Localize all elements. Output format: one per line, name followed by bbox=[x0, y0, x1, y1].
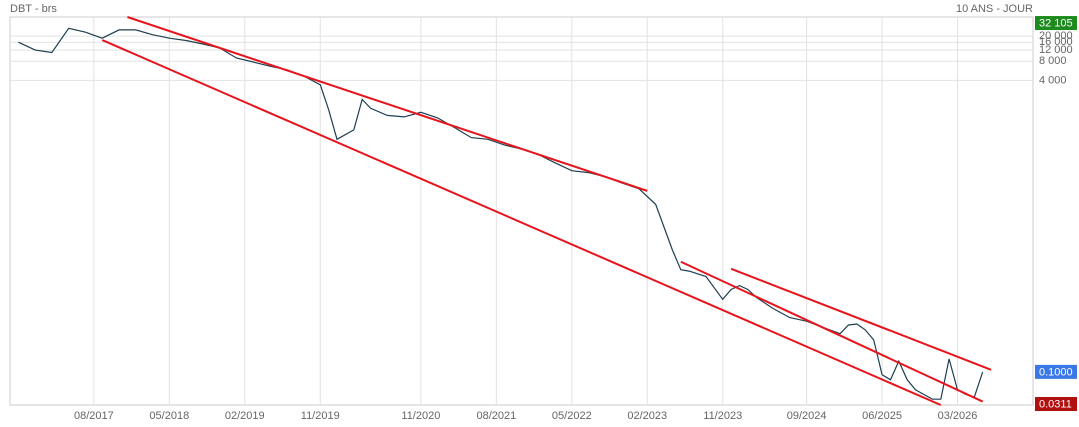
price-badge bbox=[1035, 397, 1077, 412]
x-tick-label: 05/2022 bbox=[552, 410, 592, 422]
trend-line bbox=[101, 39, 942, 406]
x-tick-label: 08/2017 bbox=[74, 410, 114, 422]
y-tick-label: 12 000 bbox=[1039, 44, 1073, 56]
y-tick-label: 16 000 bbox=[1039, 36, 1073, 48]
x-tick-label: 08/2021 bbox=[476, 410, 516, 422]
chart-subtitle: 10 ANS - JOUR bbox=[956, 3, 1033, 15]
price-badge bbox=[1035, 364, 1077, 379]
x-tick-label: 09/2024 bbox=[787, 410, 827, 422]
price-badge bbox=[1035, 16, 1077, 31]
x-tick-label: 03/2026 bbox=[938, 410, 978, 422]
trend-line bbox=[730, 267, 992, 371]
price-badge-label: 32 105 bbox=[1039, 17, 1073, 29]
x-tick-label: 11/2020 bbox=[401, 410, 440, 422]
price-badge-label: 0.1000 bbox=[1039, 366, 1073, 378]
x-tick-label: 11/2019 bbox=[301, 410, 340, 422]
x-tick-label: 11/2023 bbox=[703, 410, 742, 422]
chart-title: DBT - brs bbox=[10, 3, 57, 15]
plot-frame bbox=[9, 16, 1034, 406]
x-tick-label: 06/2025 bbox=[862, 410, 902, 422]
y-tick-label: 20 000 bbox=[1039, 30, 1073, 42]
x-tick-label: 05/2018 bbox=[149, 410, 189, 422]
y-tick-label: 4 000 bbox=[1039, 74, 1067, 86]
x-tick-label: 02/2019 bbox=[225, 410, 265, 422]
y-tick-label: 8 000 bbox=[1039, 55, 1067, 67]
x-tick-label: 02/2023 bbox=[627, 410, 667, 422]
trend-line bbox=[680, 260, 984, 403]
trend-line bbox=[127, 16, 648, 192]
price-badge-label: 0.0311 bbox=[1039, 398, 1072, 410]
